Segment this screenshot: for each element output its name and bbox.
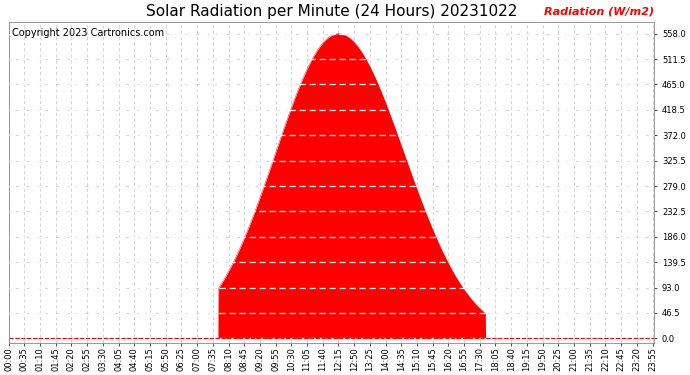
- Text: Radiation (W/m2): Radiation (W/m2): [544, 7, 654, 17]
- Text: Copyright 2023 Cartronics.com: Copyright 2023 Cartronics.com: [12, 28, 164, 38]
- Title: Solar Radiation per Minute (24 Hours) 20231022: Solar Radiation per Minute (24 Hours) 20…: [146, 4, 518, 19]
